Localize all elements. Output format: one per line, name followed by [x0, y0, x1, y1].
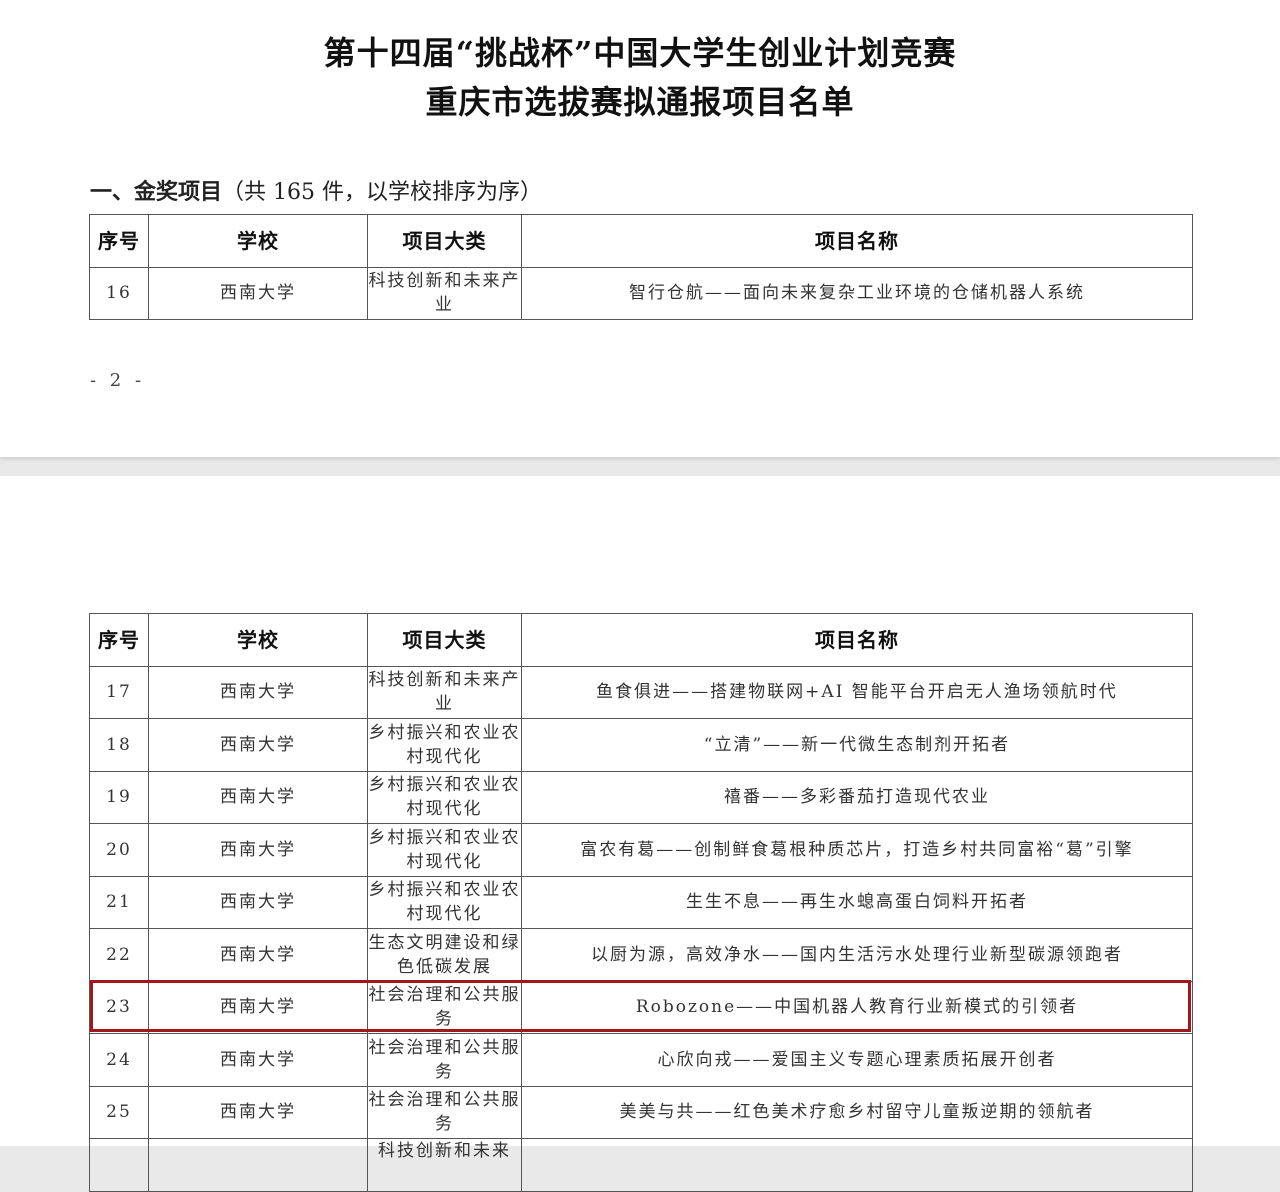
- table-row: 17 西南大学 科技创新和未来产业 鱼食俱进——搭建物联网+AI 智能平台开启无人渔场…: [89, 665, 1193, 719]
- header-name: 项目名称: [521, 214, 1193, 268]
- cell-category: 乡村振兴和农业农村现代化: [367, 718, 522, 772]
- document-title-line2: 重庆市选拔赛拟通报项目名单: [425, 83, 855, 121]
- table-row-highlighted: 23 西南大学 社会治理和公共服务 Robozone——中国机器人教育行业新模式的引领…: [89, 980, 1193, 1034]
- document-page-1: 第十四届“挑战杯”中国大学生创业计划竞赛 重庆市选拔赛拟通报项目名单 一、金奖项…: [0, 0, 1280, 457]
- projects-table-page2: 序号 学校 项目大类 项目名称 17 西南大学 科技创新和未来产业 鱼食俱进——搭建物…: [89, 613, 1193, 1192]
- page-number: - 2 -: [90, 370, 146, 391]
- table-row: 16 西南大学 科技创新和未来产业 智行仓航——面向未来复杂工业环境的仓储机器人系统: [89, 266, 1193, 320]
- table-row: 24 西南大学 社会治理和公共服务 心欣向戎——爱国主义专题心理素质拓展开创者: [89, 1033, 1193, 1087]
- header-category: 项目大类: [367, 214, 522, 268]
- cell-category: 生态文明建设和绿色低碳发展: [367, 928, 522, 982]
- cell-school: 西南大学: [148, 665, 368, 719]
- cell-name: [521, 1138, 1193, 1192]
- cell-category: 乡村振兴和农业农村现代化: [367, 875, 522, 929]
- header-school: 学校: [148, 613, 368, 667]
- cell-no: 19: [89, 770, 149, 824]
- section-heading: 一、金奖项目（共 165 件，以学校排序为序）: [90, 174, 542, 206]
- cell-category: 乡村振兴和农业农村现代化: [367, 770, 522, 824]
- cell-category: 乡村振兴和农业农村现代化: [367, 823, 522, 877]
- cell-school: 西南大学: [148, 266, 368, 320]
- cell-no: 25: [89, 1085, 149, 1139]
- cell-name: Robozone——中国机器人教育行业新模式的引领者: [521, 980, 1193, 1034]
- cell-category: 社会治理和公共服务: [367, 980, 522, 1034]
- cell-no: 24: [89, 1033, 149, 1087]
- table-row: 18 西南大学 乡村振兴和农业农村现代化 “立清”——新一代微生态制剂开拓者: [89, 718, 1193, 772]
- cell-category: 科技创新和未来产业: [367, 665, 522, 719]
- cell-name: “立清”——新一代微生态制剂开拓者: [521, 718, 1193, 772]
- cell-school: 西南大学: [148, 1085, 368, 1139]
- table-row: 21 西南大学 乡村振兴和农业农村现代化 生生不息——再生水螅高蛋白饲料开拓者: [89, 875, 1193, 929]
- section-title: 一、金奖项目: [90, 179, 223, 205]
- cell-no: 17: [89, 665, 149, 719]
- table-row: 22 西南大学 生态文明建设和绿色低碳发展 以厨为源，高效净水——国内生活污水处理行业…: [89, 928, 1193, 982]
- section-note: （共 165 件，以学校排序为序）: [222, 180, 542, 205]
- cell-no: 18: [89, 718, 149, 772]
- cell-school: 西南大学: [148, 980, 368, 1034]
- projects-table-page1: 序号 学校 项目大类 项目名称 16 西南大学 科技创新和未来产业 智行仓航——面向未…: [89, 214, 1193, 320]
- cell-name: 美美与共——红色美术疗愈乡村留守儿童叛逆期的领航者: [521, 1085, 1193, 1139]
- cell-school: 西南大学: [148, 928, 368, 982]
- cell-no: 16: [89, 266, 149, 320]
- cell-name: 以厨为源，高效净水——国内生活污水处理行业新型碳源领跑者: [521, 928, 1193, 982]
- document-page-2: 序号 学校 项目大类 项目名称 17 西南大学 科技创新和未来产业 鱼食俱进——搭建物…: [0, 476, 1280, 1192]
- cell-category: 社会治理和公共服务: [367, 1033, 522, 1087]
- header-school: 学校: [148, 214, 368, 268]
- cell-name: 禧番——多彩番茄打造现代农业: [521, 770, 1193, 824]
- header-no: 序号: [89, 613, 149, 667]
- cell-category: 科技创新和未来: [367, 1138, 522, 1192]
- cell-no: 23: [89, 980, 149, 1034]
- cell-name: 生生不息——再生水螅高蛋白饲料开拓者: [521, 875, 1193, 929]
- cell-school: 西南大学: [148, 875, 368, 929]
- table-row: 19 西南大学 乡村振兴和农业农村现代化 禧番——多彩番茄打造现代农业: [89, 770, 1193, 824]
- cell-category: 科技创新和未来产业: [367, 266, 522, 320]
- cell-school: 西南大学: [148, 718, 368, 772]
- document-title-line1: 第十四届“挑战杯”中国大学生创业计划竞赛: [323, 34, 957, 72]
- table-row: 科技创新和未来: [89, 1138, 1193, 1192]
- cell-name: 富农有葛——创制鲜食葛根种质芯片，打造乡村共同富裕“葛”引擎: [521, 823, 1193, 877]
- cell-name: 智行仓航——面向未来复杂工业环境的仓储机器人系统: [521, 266, 1193, 320]
- header-no: 序号: [89, 214, 149, 268]
- cell-name: 心欣向戎——爱国主义专题心理素质拓展开创者: [521, 1033, 1193, 1087]
- cell-category: 社会治理和公共服务: [367, 1085, 522, 1139]
- cell-name: 鱼食俱进——搭建物联网+AI 智能平台开启无人渔场领航时代: [521, 665, 1193, 719]
- header-category: 项目大类: [367, 613, 522, 667]
- cell-school: 西南大学: [148, 770, 368, 824]
- cell-school: 西南大学: [148, 823, 368, 877]
- cell-no: 20: [89, 823, 149, 877]
- cell-school: 西南大学: [148, 1033, 368, 1087]
- cell-no: 21: [89, 875, 149, 929]
- cell-no: [89, 1138, 149, 1192]
- cell-no: 22: [89, 928, 149, 982]
- table-row: 25 西南大学 社会治理和公共服务 美美与共——红色美术疗愈乡村留守儿童叛逆期的领航者: [89, 1085, 1193, 1139]
- cell-school: [148, 1138, 368, 1192]
- table-row: 20 西南大学 乡村振兴和农业农村现代化 富农有葛——创制鲜食葛根种质芯片，打造乡村共…: [89, 823, 1193, 877]
- header-name: 项目名称: [521, 613, 1193, 667]
